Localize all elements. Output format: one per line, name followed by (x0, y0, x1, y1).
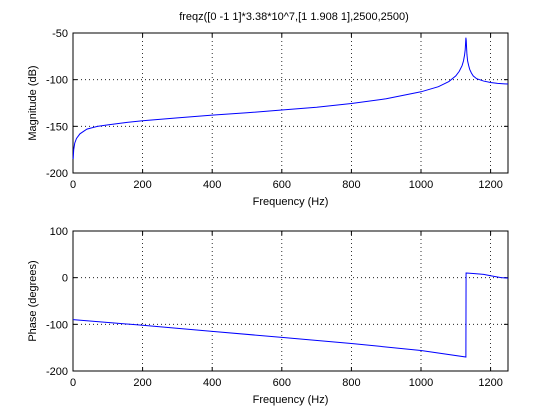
phase-x-axis-label: Frequency (Hz) (253, 394, 329, 406)
mag-x-tick-label: 200 (133, 179, 151, 191)
phase-x-tick-label: 800 (342, 377, 360, 389)
mag-y-tick-label: -200 (46, 168, 68, 180)
mag-x-tick-label: 0 (70, 179, 76, 191)
phase-x-tick-label: 200 (133, 377, 151, 389)
mag-y-tick-label: -50 (52, 28, 68, 40)
phase-plot: 0 200 400 600 800 1000 1200 -200 -100 0 100 Frequen… (27, 226, 509, 406)
mag-axes-box (72, 32, 509, 174)
phase-x-tick-label: 1000 (409, 377, 433, 389)
phase-y-tick-label: -200 (46, 366, 68, 378)
mag-x-tick-label: 1000 (409, 179, 433, 191)
mag-x-tick-label: 600 (273, 179, 291, 191)
mag-x-tick-label: 800 (342, 179, 360, 191)
phase-series-line (72, 272, 509, 358)
figure-title: freqz([0 -1 1]*3.38*10^7,[1 1.908 1],250… (179, 11, 409, 23)
phase-y-tick-label: 0 (62, 273, 68, 285)
phase-x-tick-label: 0 (70, 377, 76, 389)
mag-x-tick-label: 400 (203, 179, 221, 191)
phase-x-tick-label: 400 (203, 377, 221, 389)
mag-y-tick-label: -150 (46, 121, 68, 133)
phase-x-tick-label: 600 (273, 377, 291, 389)
phase-y-axis-label: Phase (degrees) (27, 260, 39, 341)
phase-y-tick-label: 100 (50, 226, 68, 238)
mag-x-axis-label: Frequency (Hz) (253, 196, 329, 208)
phase-axes-box (72, 230, 509, 372)
mag-y-tick-label: -100 (46, 75, 68, 87)
mag-series-line (72, 37, 509, 160)
mag-x-tick-label: 1200 (478, 179, 502, 191)
phase-x-tick-label: 1200 (478, 377, 502, 389)
phase-y-tick-label: -100 (46, 319, 68, 331)
magnitude-plot: 0 200 400 600 800 1000 1200 -200 -150 -100 -50 Freq… (27, 28, 509, 208)
mag-y-axis-label: Magnitude (dB) (27, 65, 39, 140)
